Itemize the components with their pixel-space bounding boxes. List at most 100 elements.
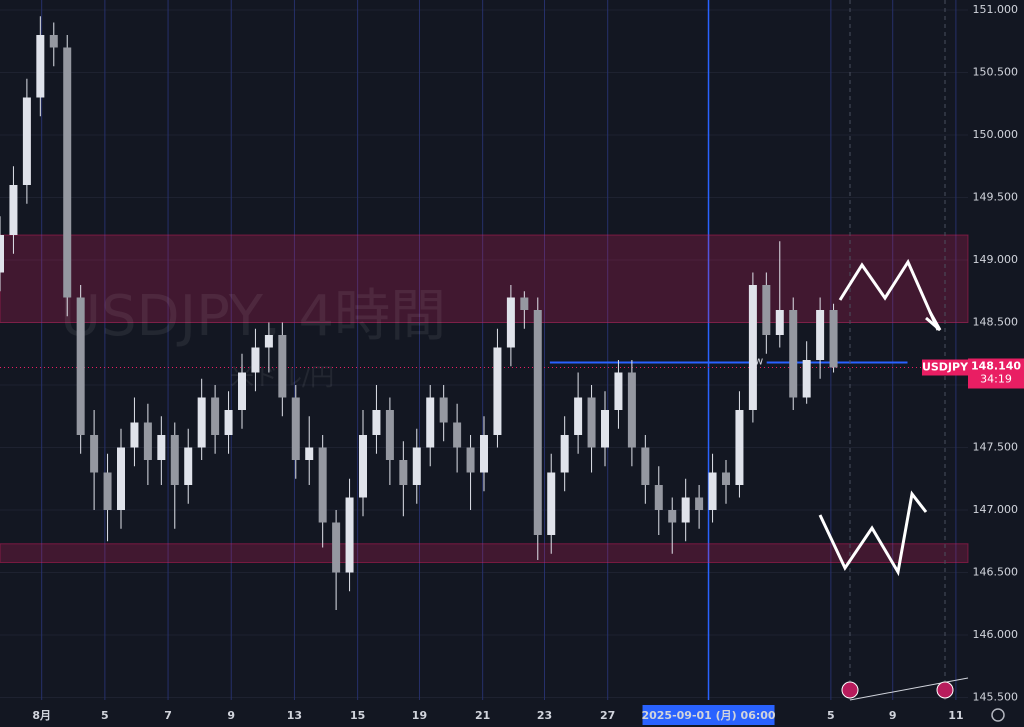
candle-body	[117, 447, 125, 510]
x-tick-label: 8月	[32, 709, 51, 722]
candle-body	[49, 35, 58, 48]
y-tick-label: 150.000	[973, 128, 1019, 141]
level-label: w	[754, 355, 763, 368]
x-tick-label: 21	[475, 709, 490, 722]
candle-body	[22, 97, 31, 185]
candle-body	[399, 460, 408, 485]
y-tick-label: 145.500	[973, 691, 1019, 704]
candle-body	[359, 435, 367, 498]
candle-body	[385, 410, 394, 460]
candle-body	[641, 447, 650, 485]
candle-body	[90, 435, 99, 473]
candle-body	[291, 397, 300, 460]
candle-body	[574, 397, 583, 435]
settings-icon[interactable]	[991, 708, 1005, 722]
price-tag	[968, 358, 1024, 389]
y-tick-label: 151.000	[973, 3, 1019, 16]
x-tick-label: 7	[164, 709, 172, 722]
candle-body	[722, 472, 730, 485]
candle-body	[816, 310, 825, 360]
candle-body	[533, 310, 542, 535]
candle-body	[264, 335, 273, 348]
watermark-title: USDJPY, 4時間	[60, 284, 446, 349]
candle-body	[748, 285, 757, 410]
candle-body	[547, 472, 556, 535]
candle-body	[829, 310, 838, 368]
y-tick-label: 150.500	[973, 66, 1019, 79]
candle-body	[251, 347, 260, 373]
candle-body	[426, 397, 435, 448]
x-tick-label: 9	[889, 709, 897, 722]
candle-body	[560, 435, 569, 473]
candle-body	[372, 410, 381, 435]
candle-body	[36, 35, 45, 98]
x-tick-label: 27	[600, 709, 615, 722]
candle-body	[332, 522, 341, 573]
candle-body	[668, 510, 677, 523]
countdown-label: 34:19	[980, 373, 1012, 386]
candle-body	[197, 397, 206, 448]
x-tick-label: 15	[350, 709, 365, 722]
candle-body	[493, 347, 502, 435]
x-tick-label: 13	[287, 709, 302, 722]
event-icon[interactable]	[936, 681, 954, 699]
y-tick-label: 147.000	[973, 503, 1019, 516]
candle-body	[614, 372, 623, 410]
zone	[0, 234, 969, 323]
y-tick-label: 146.000	[973, 628, 1019, 641]
candle-body	[654, 485, 663, 510]
arrow-up-path	[818, 490, 928, 577]
x-tick-label: 2025-09-01 (月) 06:00	[641, 709, 775, 722]
candle-body	[708, 472, 717, 510]
candle-body	[789, 310, 798, 398]
candle-body	[480, 435, 488, 473]
y-tick-label: 149.000	[973, 253, 1019, 266]
y-tick-label: 149.500	[973, 191, 1019, 204]
arrow-down-path	[838, 258, 940, 331]
candle-body	[224, 410, 233, 435]
last-price-label: 148.140	[971, 360, 1021, 373]
event-icon[interactable]	[841, 681, 859, 699]
zone	[0, 543, 969, 563]
candle-body	[170, 435, 179, 485]
candle-body	[305, 447, 314, 460]
candle-body	[157, 435, 166, 460]
x-tick-label: 11	[948, 709, 963, 722]
candle-body	[184, 447, 193, 485]
x-tick-label: 19	[412, 709, 427, 722]
candle-body	[143, 422, 152, 460]
x-tick-label: 9	[227, 709, 235, 722]
candle-body	[9, 185, 18, 235]
x-tick-label: 23	[537, 709, 552, 722]
candle-body	[453, 422, 462, 448]
x-tick-label: 5	[827, 709, 835, 722]
candle-body	[681, 497, 690, 523]
y-tick-label: 148.500	[973, 316, 1019, 329]
arrow-head	[925, 311, 942, 332]
candle-body	[211, 397, 220, 435]
candle-body	[0, 235, 4, 273]
y-tick-label: 146.500	[973, 566, 1019, 579]
candle-body	[466, 447, 475, 473]
symbol-tag	[922, 359, 968, 376]
candle-body	[627, 372, 636, 448]
candle-body	[439, 397, 448, 423]
candle-body	[775, 310, 784, 335]
candle-body	[63, 47, 72, 298]
y-tick-label: 147.500	[973, 441, 1019, 454]
x-tick-highlight	[642, 705, 775, 725]
candle-body	[587, 397, 596, 448]
candle-body	[762, 285, 771, 335]
candle-body	[345, 497, 354, 573]
candle-body	[130, 422, 139, 448]
candle-body	[802, 360, 811, 398]
trend-line	[849, 677, 969, 701]
candle-body	[103, 472, 112, 510]
candle-body	[412, 447, 421, 485]
candle-body	[278, 335, 287, 398]
x-tick-label: 5	[101, 709, 109, 722]
candle-body	[601, 410, 609, 448]
candle-body	[735, 410, 744, 485]
candle-body	[520, 297, 529, 310]
